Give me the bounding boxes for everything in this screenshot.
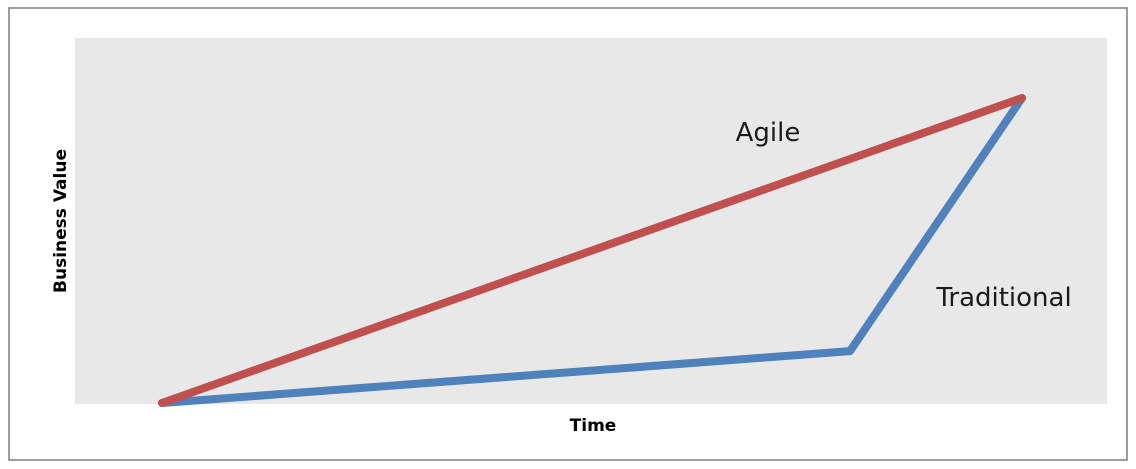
series-line-agile [158, 94, 1026, 407]
series-layer [158, 94, 1026, 407]
series-line-traditional [158, 94, 1026, 407]
plot-area [75, 38, 1107, 404]
series-label-agile: Agile [736, 118, 801, 148]
label-layer: Agile Traditional [736, 118, 1072, 313]
series-label-traditional: Traditional [935, 283, 1071, 313]
y-axis-title: Business Value [51, 149, 71, 293]
x-axis-title: Time [570, 416, 617, 436]
